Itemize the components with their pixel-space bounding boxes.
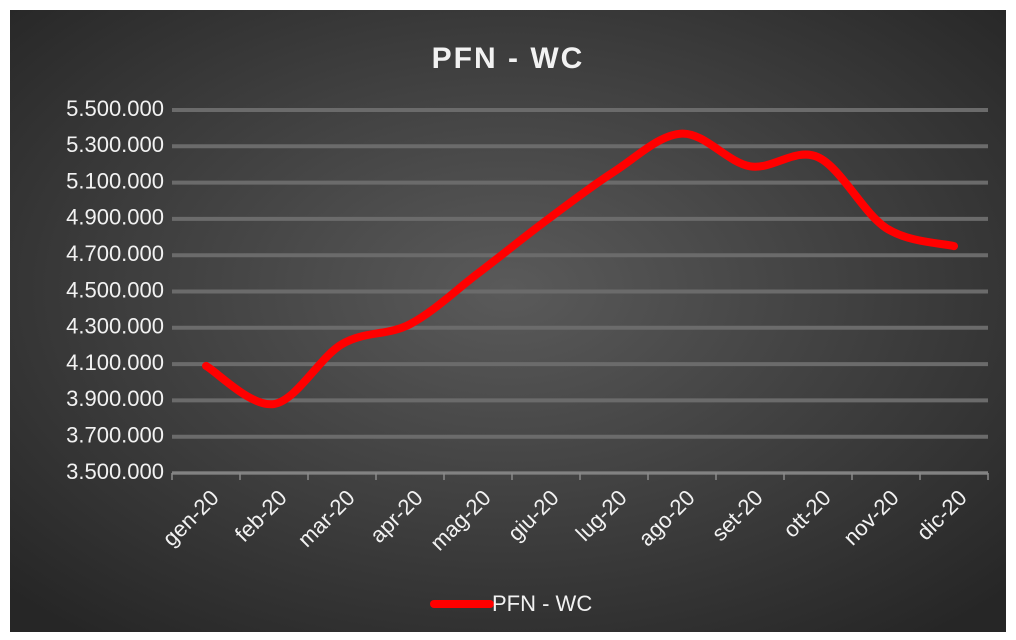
legend-label: PFN - WC bbox=[492, 591, 592, 616]
y-tick-label: 3.700.000 bbox=[66, 423, 164, 448]
y-tick-label: 4.100.000 bbox=[66, 350, 164, 375]
y-tick-label: 4.700.000 bbox=[66, 241, 164, 266]
series-line bbox=[202, 129, 958, 409]
y-tick-label: 5.500.000 bbox=[66, 96, 164, 121]
chart-title: PFN - WC bbox=[432, 42, 585, 75]
chart-background bbox=[10, 10, 1006, 632]
y-tick-label: 4.500.000 bbox=[66, 277, 164, 302]
y-tick-label: 5.300.000 bbox=[66, 132, 164, 157]
y-tick-label: 3.900.000 bbox=[66, 386, 164, 411]
y-tick-label: 4.300.000 bbox=[66, 314, 164, 339]
y-tick-label: 5.100.000 bbox=[66, 168, 164, 193]
y-tick-label: 3.500.000 bbox=[66, 459, 164, 484]
y-tick-label: 4.900.000 bbox=[66, 205, 164, 230]
